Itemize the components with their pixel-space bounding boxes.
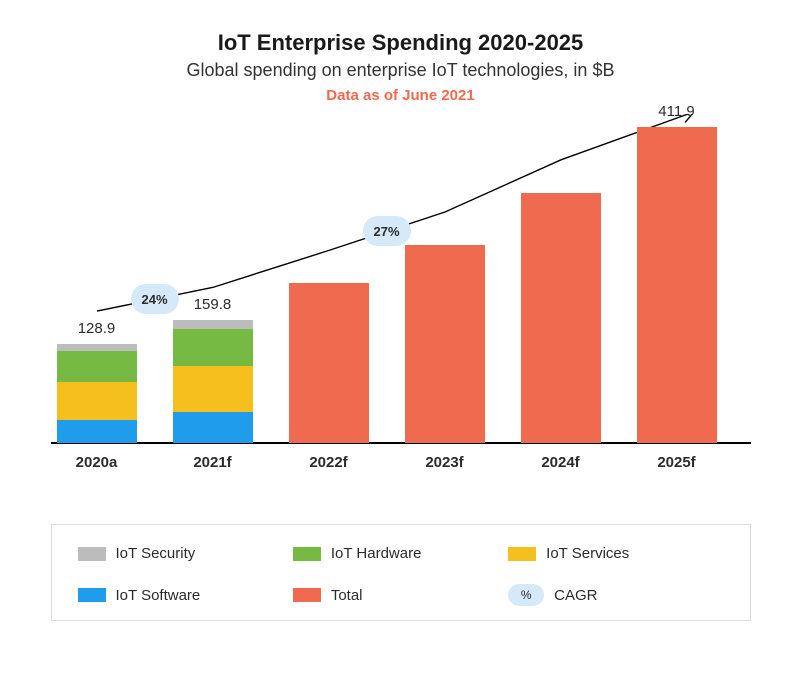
legend-label: IoT Security	[116, 545, 196, 562]
legend-label: Total	[331, 587, 363, 604]
legend-swatch	[293, 547, 321, 561]
bar-value-label: 128.9	[57, 320, 137, 337]
chart-title: IoT Enterprise Spending 2020-2025	[45, 30, 756, 56]
legend-item: IoT Hardware	[293, 545, 508, 562]
legend-label: IoT Services	[546, 545, 629, 562]
bar-segment-hardware	[173, 329, 253, 367]
legend-swatch	[78, 547, 106, 561]
bar-segment-security	[57, 344, 137, 351]
bar-value-label: 411.9	[637, 103, 717, 120]
legend-label: CAGR	[554, 587, 597, 604]
total-bar	[521, 193, 601, 443]
x-axis-label: 2024f	[521, 454, 601, 471]
total-bar	[637, 127, 717, 443]
x-axis-label: 2023f	[405, 454, 485, 471]
chart-subtitle: Global spending on enterprise IoT techno…	[45, 60, 756, 81]
chart-plot-area: 128.92020a159.82021f2022f2023f2024f411.9…	[51, 114, 751, 474]
bar-segment-software	[173, 412, 253, 443]
bar-value-label: 159.8	[173, 296, 253, 313]
total-bar	[289, 283, 369, 443]
chart-asof: Data as of June 2021	[45, 87, 756, 104]
legend: IoT Security IoT Hardware IoT Services IoT …	[51, 524, 751, 621]
cagr-badge: 24%	[131, 284, 179, 314]
x-axis-label: 2025f	[637, 454, 717, 471]
legend-item: IoT Software	[78, 584, 293, 606]
legend-swatch	[508, 547, 536, 561]
stacked-bar	[173, 320, 253, 443]
bar-segment-security	[173, 320, 253, 328]
legend-item: % CAGR	[508, 584, 723, 606]
bar-segment-software	[57, 420, 137, 443]
legend-cagr-swatch: %	[508, 584, 544, 606]
legend-item: IoT Security	[78, 545, 293, 562]
total-bar	[405, 245, 485, 443]
bar-segment-services	[57, 382, 137, 420]
bar-segment-services	[173, 366, 253, 412]
trend-line	[97, 114, 694, 311]
legend-label: IoT Hardware	[331, 545, 422, 562]
legend-swatch	[78, 588, 106, 602]
x-axis-label: 2020a	[57, 454, 137, 471]
chart-container: IoT Enterprise Spending 2020-2025 Global…	[0, 0, 801, 684]
cagr-badge: 27%	[363, 216, 411, 246]
bar-segment-hardware	[57, 351, 137, 382]
legend-item: Total	[293, 584, 508, 606]
x-axis-label: 2022f	[289, 454, 369, 471]
legend-label: IoT Software	[116, 587, 201, 604]
stacked-bar	[57, 344, 137, 443]
x-axis-label: 2021f	[173, 454, 253, 471]
legend-item: IoT Services	[508, 545, 723, 562]
legend-swatch	[293, 588, 321, 602]
